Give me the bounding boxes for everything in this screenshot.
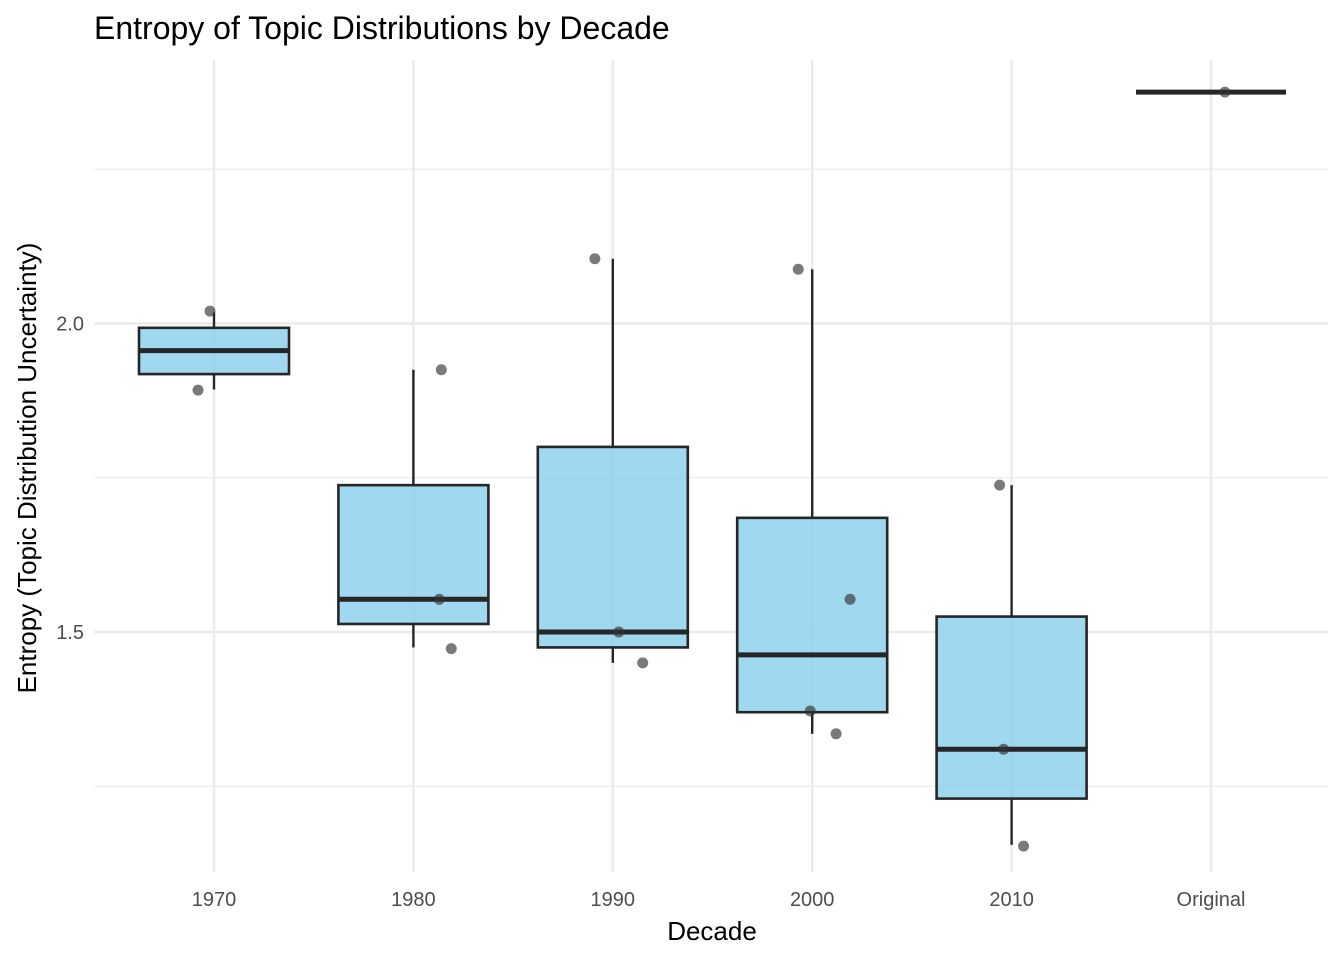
iqr-box bbox=[536, 445, 690, 649]
data-point bbox=[433, 593, 445, 605]
iqr-box bbox=[935, 615, 1088, 800]
chart-title: Entropy of Topic Distributions by Decade bbox=[94, 10, 670, 46]
box-2000 bbox=[735, 269, 889, 734]
tick-layer: 1970 1980 1990 2000 2010 Original 1.5 2.0 bbox=[56, 314, 1245, 912]
data-point bbox=[994, 479, 1006, 491]
data-point bbox=[445, 643, 457, 655]
box-2010 bbox=[935, 485, 1088, 845]
data-point bbox=[1018, 840, 1030, 852]
box-1990 bbox=[536, 258, 690, 663]
point-layer bbox=[192, 86, 1231, 852]
y-axis-title: Entropy (Topic Distribution Uncertainty) bbox=[12, 243, 42, 694]
x-tick-label: Original bbox=[1177, 889, 1246, 911]
data-point bbox=[192, 384, 204, 396]
data-point bbox=[830, 728, 842, 740]
box-1980 bbox=[337, 369, 490, 648]
grid-layer bbox=[94, 60, 1328, 872]
y-tick-label: 1.5 bbox=[56, 622, 84, 644]
x-tick-label: 1990 bbox=[591, 889, 636, 911]
box-layer bbox=[137, 89, 1286, 845]
x-tick-label: 2000 bbox=[790, 889, 835, 911]
data-point bbox=[613, 626, 625, 638]
data-point bbox=[998, 743, 1010, 755]
iqr-box bbox=[337, 483, 490, 626]
x-tick-label: 2010 bbox=[989, 889, 1034, 911]
data-point bbox=[804, 705, 816, 717]
y-tick-label: 2.0 bbox=[56, 314, 84, 336]
data-point bbox=[204, 305, 216, 317]
data-point bbox=[435, 364, 447, 376]
box-1970 bbox=[137, 312, 291, 390]
x-tick-label: 1980 bbox=[391, 889, 436, 911]
data-point bbox=[1219, 86, 1231, 98]
data-point bbox=[844, 593, 856, 605]
iqr-box bbox=[735, 516, 889, 714]
x-tick-label: 1970 bbox=[192, 889, 237, 911]
x-axis-title: Decade bbox=[667, 916, 757, 946]
data-point bbox=[792, 263, 804, 275]
data-point bbox=[589, 253, 601, 265]
data-point bbox=[637, 657, 649, 669]
